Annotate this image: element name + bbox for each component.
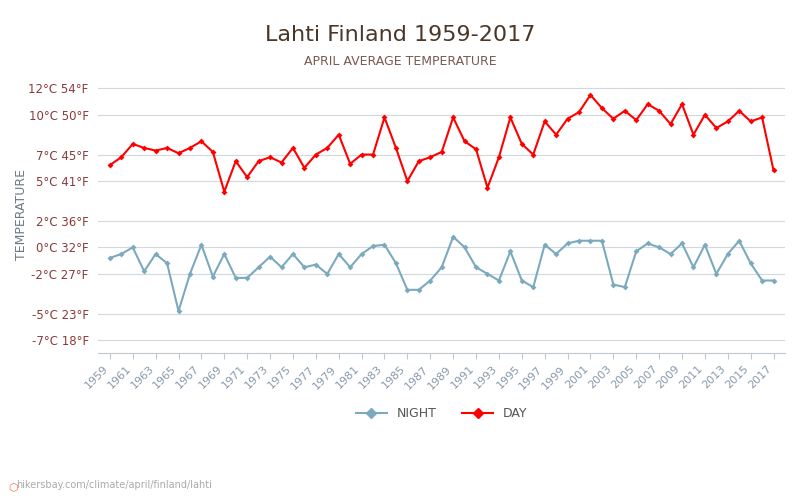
DAY (208, 149, 218, 155)
DAY (288, 145, 298, 151)
DAY (609, 116, 618, 122)
DAY (460, 138, 470, 144)
NIGHT (219, 251, 229, 257)
NIGHT (128, 244, 138, 250)
Text: Lahti Finland 1959-2017: Lahti Finland 1959-2017 (265, 25, 535, 45)
NIGHT (288, 251, 298, 257)
Text: hikersbay.com/climate/april/finland/lahti: hikersbay.com/climate/april/finland/laht… (16, 480, 212, 490)
Text: ⬡: ⬡ (8, 482, 18, 492)
DAY (105, 162, 114, 168)
NIGHT (185, 271, 194, 277)
Line: DAY: DAY (108, 93, 776, 194)
NIGHT (174, 308, 183, 314)
Legend: NIGHT, DAY: NIGHT, DAY (350, 402, 533, 425)
Text: APRIL AVERAGE TEMPERATURE: APRIL AVERAGE TEMPERATURE (304, 55, 496, 68)
DAY (586, 92, 595, 98)
DAY (174, 150, 183, 156)
Line: NIGHT: NIGHT (108, 234, 776, 313)
NIGHT (105, 255, 114, 261)
NIGHT (471, 264, 481, 270)
NIGHT (609, 282, 618, 288)
Y-axis label: TEMPERATURE: TEMPERATURE (15, 168, 28, 260)
DAY (128, 141, 138, 147)
DAY (769, 168, 778, 173)
NIGHT (769, 278, 778, 283)
DAY (219, 188, 229, 194)
NIGHT (448, 234, 458, 240)
